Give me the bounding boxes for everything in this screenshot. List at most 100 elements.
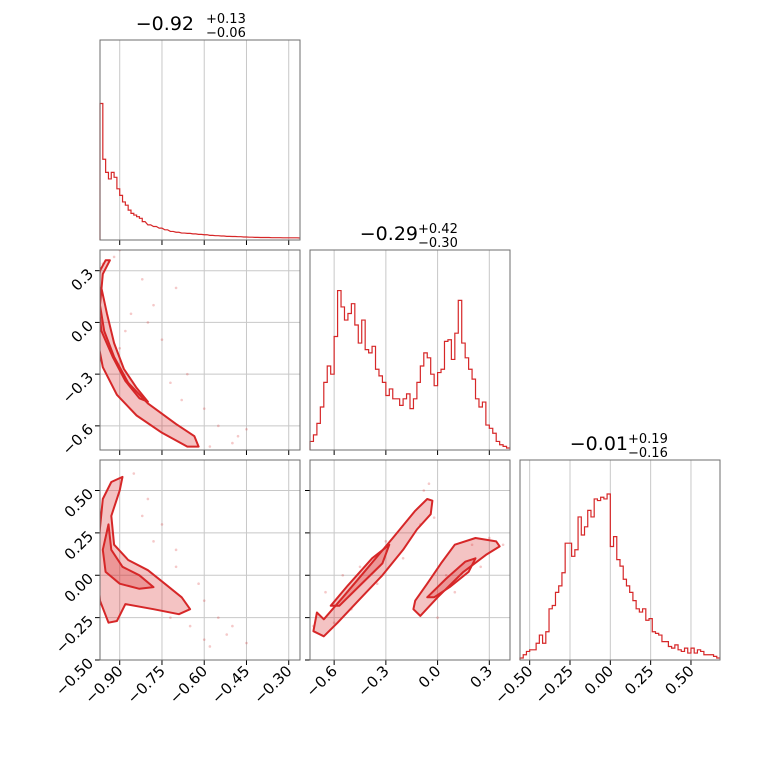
p2-vs-p0-xtick-label-2: −0.60 [166, 662, 211, 707]
p2-vs-p1-xtick-label-3: 0.3 [467, 662, 497, 692]
p2-vs-p1-contour-fill-3 [427, 558, 476, 598]
p1-vs-p0-ytick-label-0: 0.3 [67, 265, 97, 295]
p2-vs-p0-ytick-label-3: −0.25 [52, 612, 97, 657]
p1-vs-p0-contour-fill-0 [100, 260, 199, 447]
title-2-minus: −0.16 [628, 446, 668, 461]
p2-vs-p0-ytick-label-1: 0.25 [61, 527, 97, 563]
p2-vs-p1-point-8 [384, 540, 388, 543]
p2-vs-p1-point-7 [427, 482, 431, 486]
p2-vs-p0-point-3 [174, 548, 178, 552]
p1-vs-p0-point-4 [129, 312, 133, 316]
p1-vs-p0-point-17 [124, 329, 127, 333]
title-0-minus: −0.06 [206, 26, 246, 41]
p2-vs-p0-point-8 [202, 638, 206, 641]
p2-vs-p1-point-1 [332, 621, 336, 625]
p2-vs-p0-point-12 [140, 514, 144, 518]
p2-vs-p1-point-11 [453, 590, 457, 594]
title-2-median: −0.01 [570, 433, 628, 455]
hist-panel-0 [99, 39, 301, 245]
p1-vs-p0-point-16 [169, 381, 172, 385]
p2-vs-p0-point-10 [169, 616, 172, 619]
p2-vs-p0-point-13 [174, 565, 178, 569]
p2-vs-p1-point-14 [501, 543, 505, 547]
p1-vs-p0-ytick-label-2: −0.3 [59, 368, 97, 406]
p1-vs-p0-contour-0 [100, 259, 200, 448]
p2-vs-p1-contour-3 [426, 557, 477, 599]
p2-vs-p0-plot-area [100, 472, 248, 648]
title-1: −0.29 +0.42 −0.30 [360, 222, 458, 251]
hist-2-xtick-label-3: 0.25 [621, 662, 657, 698]
p1-vs-p0-frame [99, 249, 301, 451]
p1-vs-p0-point-19 [146, 321, 150, 324]
p1-vs-p0-ytick-label-1: 0.0 [67, 317, 97, 347]
hist-panel-2: −0.50−0.25 0.00 0.25 0.50 [491, 459, 721, 707]
p2-vs-p1-contour-2 [412, 537, 501, 617]
p2-vs-p0-contour-fill-1 [102, 524, 154, 589]
title-0: −0.92 +0.13 −0.06 [136, 12, 246, 41]
p2-vs-p1-point-17 [324, 590, 327, 594]
hist-2-xtick-label-4: 0.50 [661, 662, 697, 698]
p2-vs-p1-plot-area [312, 482, 505, 638]
p1-vs-p0-point-3 [152, 303, 155, 307]
p2-vs-p1-xtick-label-2: 0.0 [415, 662, 445, 692]
p2-vs-p1-contour-1 [329, 543, 391, 607]
hist-frame-1 [309, 249, 511, 451]
p1-vs-p0-point-9 [202, 407, 206, 410]
histogram-1 [309, 289, 510, 450]
p2-vs-p0-point-9 [188, 624, 192, 628]
p2-vs-p1-point-16 [341, 573, 345, 577]
p2-vs-p0-point-15 [225, 633, 229, 636]
p2-vs-p0-contour-1 [101, 523, 155, 590]
p2-vs-p1-point-10 [436, 616, 439, 619]
p2-vs-p1-point-4 [401, 557, 405, 560]
p1-vs-p0-point-8 [186, 372, 189, 376]
p2-vs-p0-point-2 [160, 523, 164, 526]
p2-vs-p0-xtick-label-3: −0.45 [208, 662, 253, 707]
hist-2-xtick-label-2: 0.00 [581, 662, 617, 698]
title-1-minus: −0.30 [418, 236, 458, 251]
hist-frame-2 [519, 459, 721, 661]
p1-vs-p0-point-7 [160, 338, 164, 341]
p2-vs-p1-point-15 [432, 516, 436, 519]
title-2: −0.01 +0.19 −0.16 [570, 432, 668, 461]
p1-vs-p0-point-15 [180, 398, 183, 402]
hist-2-xtick-label-0: −0.50 [491, 662, 536, 707]
p2-vs-p0-point-11 [152, 540, 155, 543]
p2-vs-p0-point-4 [197, 582, 200, 586]
p2-vs-p1-point-6 [422, 489, 426, 492]
title-1-plus: +0.42 [418, 222, 458, 237]
panel-p1-vs-p0: 0.3 0.0 −0.3 −0.6 [59, 249, 301, 459]
p1-vs-p0-point-6 [174, 286, 178, 290]
axes-layer: −0.50−0.25 0.00 0.25 0.500.30.0−0.3−0.60.50… [52, 39, 721, 707]
p2-vs-p0-point-14 [208, 645, 212, 648]
title-0-median: −0.92 [136, 13, 194, 35]
p2-vs-p0-frame [99, 459, 301, 661]
p2-vs-p0-points [132, 472, 248, 648]
p2-vs-p0-point-16 [245, 641, 248, 645]
p2-vs-p1-frame [309, 459, 511, 661]
p2-vs-p1-point-9 [358, 565, 362, 569]
p2-vs-p0-point-7 [231, 624, 234, 628]
p1-vs-p0-point-13 [236, 434, 240, 438]
p2-vs-p0-ytick-label-2: 0.00 [61, 570, 97, 606]
p2-vs-p0-point-1 [146, 497, 150, 501]
p1-vs-p0-point-11 [231, 441, 234, 445]
title-0-plus: +0.13 [206, 12, 246, 27]
p2-vs-p0-contour-0 [100, 475, 192, 624]
histogram-2 [519, 493, 720, 660]
p2-vs-p1-contour-fill-1 [330, 544, 390, 606]
p2-vs-p0-point-5 [202, 599, 206, 602]
p1-vs-p0-point-18 [118, 346, 122, 350]
p1-vs-p0-point-2 [140, 278, 144, 281]
p2-vs-p0-xtick-label-4: −0.30 [250, 662, 295, 707]
p1-vs-p0-point-5 [112, 255, 116, 259]
p2-vs-p0-xtick-label-1: −0.75 [124, 662, 169, 707]
p2-vs-p1-contour-0 [312, 498, 434, 638]
p1-vs-p0-point-14 [245, 428, 248, 431]
p2-vs-p1-points [312, 482, 505, 628]
p2-vs-p1-point-3 [375, 582, 379, 586]
histogram-0 [99, 102, 301, 240]
p2-vs-p0-ytick-label-0: 0.50 [61, 485, 97, 521]
p2-vs-p1-xtick-label-0: −0.6 [302, 662, 340, 700]
